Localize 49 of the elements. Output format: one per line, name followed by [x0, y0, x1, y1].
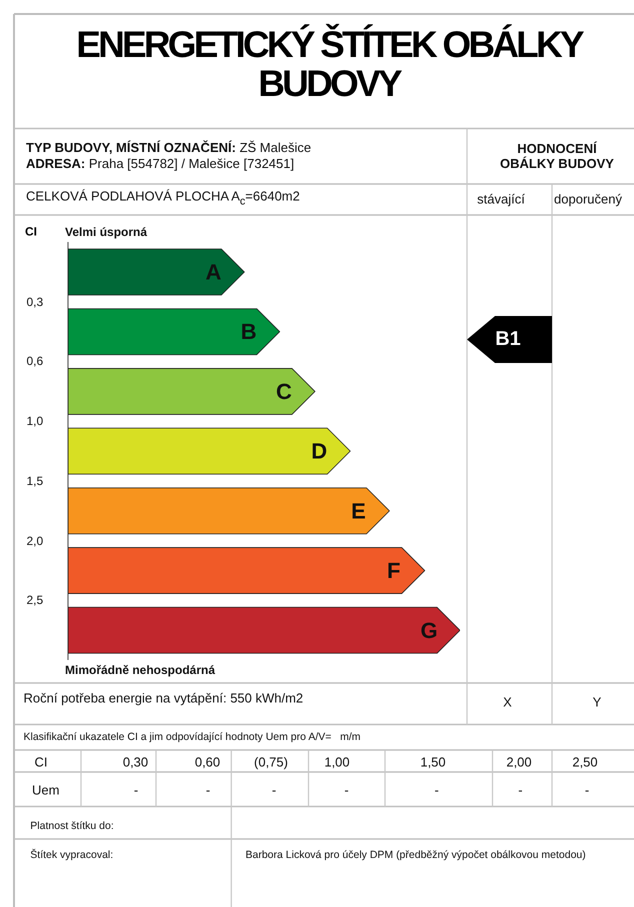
text: HODNOCENÍ OBÁLKY BUDOVY: [499, 140, 615, 172]
text: 1,5: [26, 472, 44, 489]
text: Barbora Licková pro účely DPM (předběžný výpočet obálkovou metodou): [246, 848, 586, 862]
y-tick-label: G: [420, 618, 438, 643]
text: -: [434, 782, 439, 798]
text: 2,50: [572, 753, 598, 770]
text: 1,0: [26, 413, 44, 430]
text: 0,6: [26, 353, 44, 370]
text: Štítek vypracoval:: [30, 848, 114, 862]
text: Roční potřeba energie na vytápění: 550 kWh/m2: [24, 690, 304, 706]
text: Praha [554782] / Malešice [732451]: [88, 156, 294, 171]
text: doporučený: [554, 190, 622, 208]
text: ADRESA:: [26, 156, 86, 171]
text: 2,00: [506, 753, 532, 770]
text: X: [503, 694, 512, 710]
text: 2,5: [26, 592, 44, 608]
text: 2,0: [26, 532, 44, 549]
text: CI: [34, 753, 48, 770]
text: Uem: [32, 782, 60, 798]
y-axis-title: CI: [25, 224, 37, 240]
text: (0,75): [254, 753, 288, 770]
y-tick-label: F: [386, 558, 400, 584]
chart-title: ENERGETICKÝ ŠTÍTEK OBÁLKY BUDOVY: [75, 24, 584, 104]
text: ZŠ Malešice: [240, 140, 312, 155]
y-tick-label: C: [276, 378, 292, 404]
text: TYP BUDOVY, MÍSTNÍ OZNAČENÍ:: [26, 140, 236, 155]
y-tick-label: A: [205, 260, 222, 284]
y-tick-label: E: [351, 498, 366, 524]
text: CELKOVÁ PODLAHOVÁ PLOCHA A$_{c}$=6640m2: [26, 188, 300, 210]
y-tick-label: D: [311, 438, 328, 464]
text: 1,00: [324, 753, 350, 770]
text: Mimořádně nehospodárná: [65, 662, 216, 678]
text: B1: [495, 327, 521, 352]
text: -: [272, 782, 276, 798]
text: stávající: [477, 190, 525, 208]
text: 0,60: [194, 753, 220, 770]
text: 1,50: [420, 753, 446, 770]
text: -: [134, 782, 138, 798]
y-tick-label: B: [240, 319, 257, 344]
text: -: [584, 782, 590, 798]
text: Velmi úsporná: [65, 224, 148, 240]
text: 0,3: [26, 294, 44, 310]
text: Y: [592, 694, 602, 710]
text: 0,30: [122, 753, 148, 770]
text: -: [344, 782, 349, 798]
text: Platnost štítku do:: [30, 819, 114, 833]
text: Klasifikační ukazatele CI a jim odpovídající hodnoty Uem pro A/V= m/m: [24, 730, 361, 744]
text: -: [518, 782, 523, 798]
text: -: [206, 782, 210, 798]
